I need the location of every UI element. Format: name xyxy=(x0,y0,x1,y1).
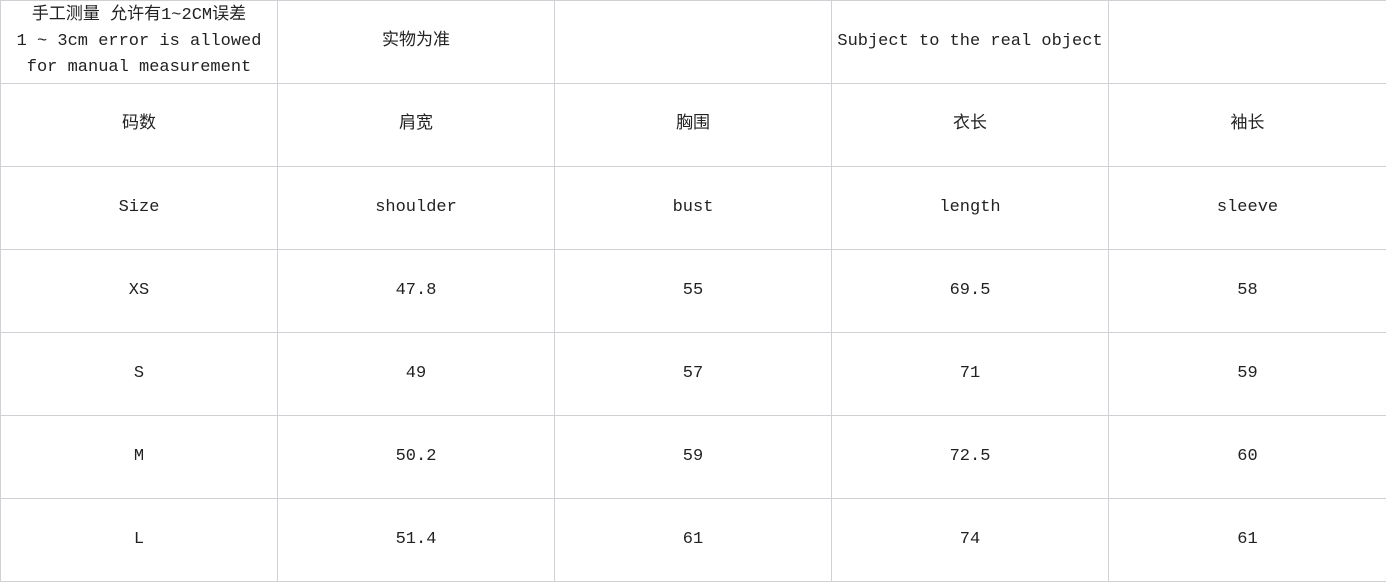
note-line-zh: 手工测量 允许有1~2CM误差 xyxy=(31,6,247,25)
table-row: XS 47.8 55 69.5 58 xyxy=(0,249,1386,333)
table-row: M 50.2 59 72.5 60 xyxy=(0,415,1386,499)
col-header-shoulder-zh: 肩宽 xyxy=(277,83,555,167)
cell-bust: 61 xyxy=(554,498,832,582)
column-headers-zh: 码数 肩宽 胸围 衣长 袖长 xyxy=(0,83,1386,167)
cell-sleeve: 61 xyxy=(1108,498,1386,582)
measurement-note: 手工测量 允许有1~2CM误差 1 ~ 3cm error is allowed… xyxy=(0,0,278,84)
table-row: L 51.4 61 74 61 xyxy=(0,498,1386,582)
header-cell: Subject to the real object xyxy=(831,0,1109,84)
header-cell xyxy=(554,0,832,84)
cell-length: 69.5 xyxy=(831,249,1109,333)
note-line-en-1: 1 ~ 3cm error is allowed xyxy=(16,32,262,51)
col-header-size-zh: 码数 xyxy=(0,83,278,167)
header-row: 手工测量 允许有1~2CM误差 1 ~ 3cm error is allowed… xyxy=(0,0,1386,84)
col-header-bust: bust xyxy=(554,166,832,250)
col-header-size: Size xyxy=(0,166,278,250)
cell-length: 72.5 xyxy=(831,415,1109,499)
cell-size: XS xyxy=(0,249,278,333)
col-header-length: length xyxy=(831,166,1109,250)
col-header-shoulder: shoulder xyxy=(277,166,555,250)
cell-shoulder: 50.2 xyxy=(277,415,555,499)
cell-sleeve: 59 xyxy=(1108,332,1386,416)
col-header-sleeve-zh: 袖长 xyxy=(1108,83,1386,167)
cell-bust: 57 xyxy=(554,332,832,416)
cell-size: S xyxy=(0,332,278,416)
cell-bust: 59 xyxy=(554,415,832,499)
col-header-bust-zh: 胸围 xyxy=(554,83,832,167)
table-row: S 49 57 71 59 xyxy=(0,332,1386,416)
cell-size: M xyxy=(0,415,278,499)
cell-shoulder: 51.4 xyxy=(277,498,555,582)
note-line-en-2: for manual measurement xyxy=(26,58,252,77)
cell-shoulder: 47.8 xyxy=(277,249,555,333)
cell-bust: 55 xyxy=(554,249,832,333)
cell-sleeve: 58 xyxy=(1108,249,1386,333)
cell-shoulder: 49 xyxy=(277,332,555,416)
col-header-length-zh: 衣长 xyxy=(831,83,1109,167)
col-header-sleeve: sleeve xyxy=(1108,166,1386,250)
cell-length: 71 xyxy=(831,332,1109,416)
cell-size: L xyxy=(0,498,278,582)
cell-length: 74 xyxy=(831,498,1109,582)
cell-sleeve: 60 xyxy=(1108,415,1386,499)
header-cell: 实物为准 xyxy=(277,0,555,84)
header-cell xyxy=(1108,0,1386,84)
column-headers-en: Size shoulder bust length sleeve xyxy=(0,166,1386,250)
